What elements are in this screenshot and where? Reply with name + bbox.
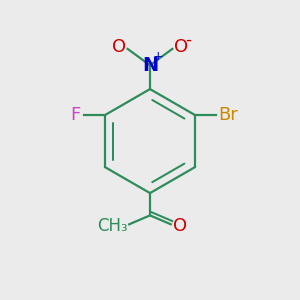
Text: O: O [112,38,126,56]
Text: O: O [174,38,188,56]
Text: F: F [70,106,81,124]
Text: O: O [173,217,187,235]
Text: -: - [185,31,191,49]
Text: Br: Br [218,106,238,124]
Text: +: + [153,50,164,63]
Text: N: N [142,56,158,75]
Text: CH₃: CH₃ [97,217,128,235]
